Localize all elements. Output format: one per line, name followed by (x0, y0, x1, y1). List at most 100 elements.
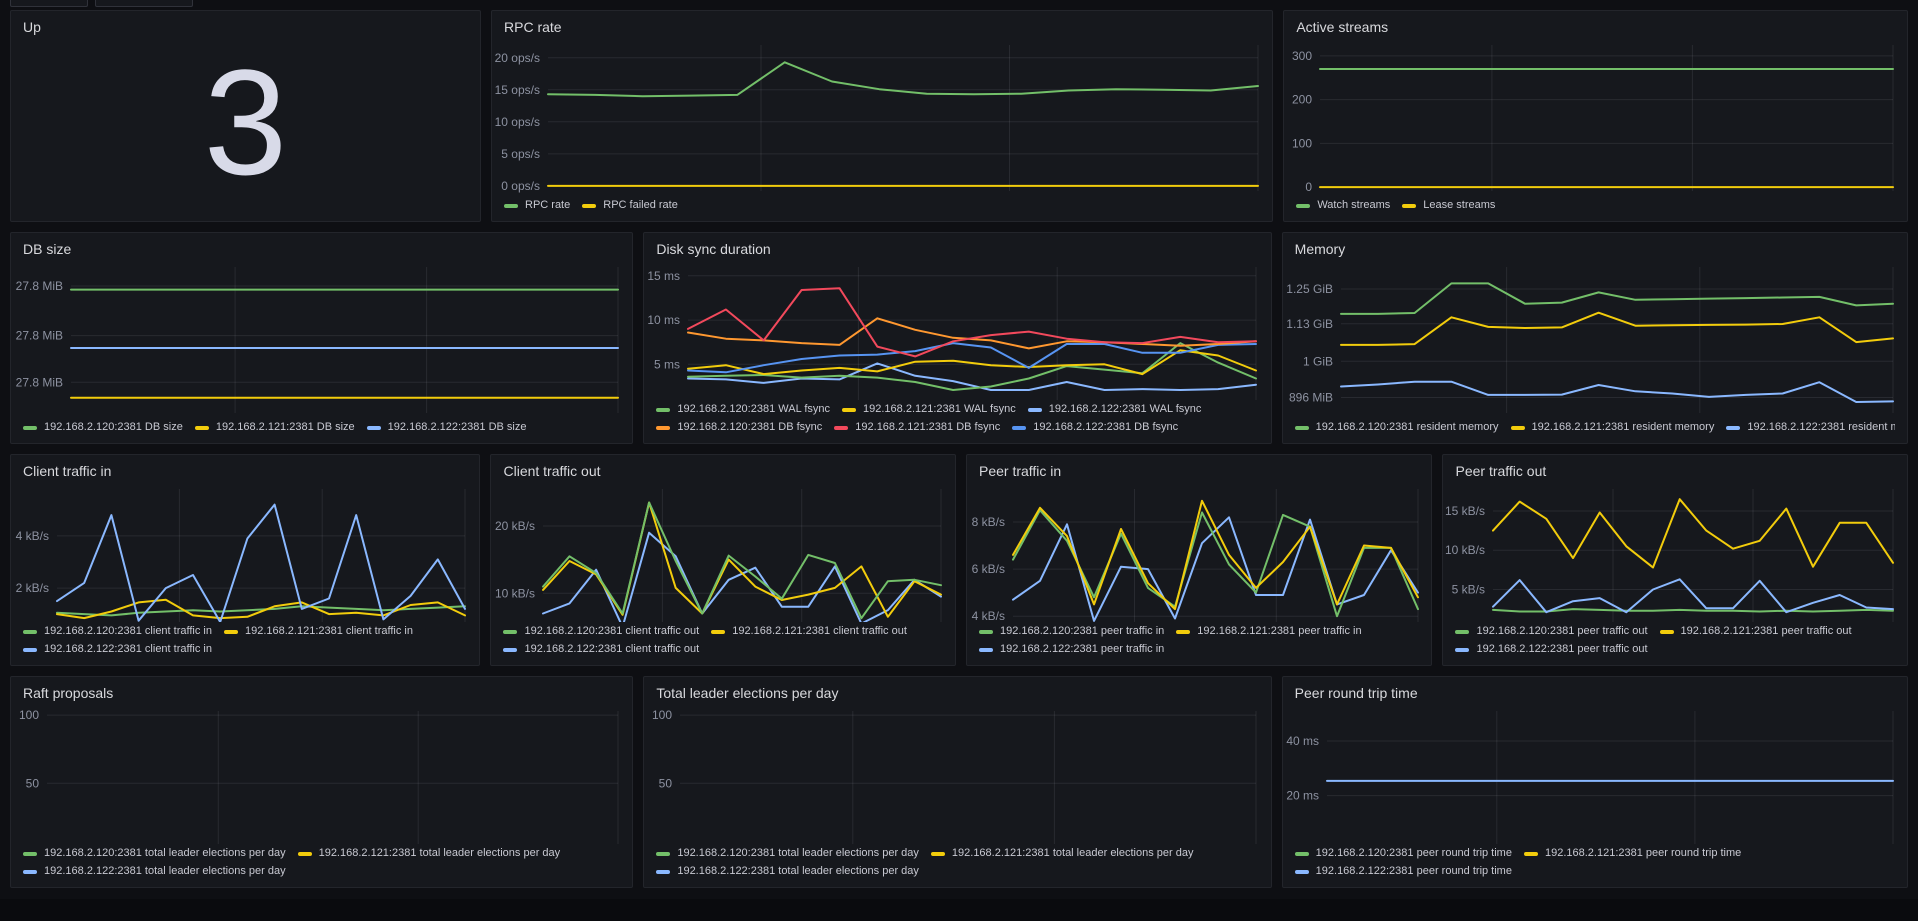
legend-row: 192.168.2.120:2381 total leader election… (23, 846, 620, 861)
legend-item[interactable]: 192.168.2.122:2381 total leader election… (656, 864, 919, 879)
legend-item[interactable]: 192.168.2.121:2381 peer round trip time (1523, 846, 1741, 861)
panel-title[interactable]: RPC rate (504, 19, 562, 35)
svg-text:1 GiB: 1 GiB (1303, 354, 1333, 368)
legend-item[interactable]: 192.168.2.120:2381 peer round trip time (1294, 846, 1512, 861)
legend-series-label: 192.168.2.120:2381 peer traffic out (1476, 625, 1648, 637)
legend-series-swatch (842, 407, 857, 412)
legend-series-swatch (1726, 425, 1741, 430)
db-size-legend: 192.168.2.120:2381 DB size 192.168.2.121:… (11, 418, 632, 443)
legend-item[interactable]: 192.168.2.122:2381 DB fsync (1012, 420, 1178, 435)
legend-item[interactable]: 192.168.2.120:2381 client traffic in (23, 624, 212, 639)
db-size-chart[interactable]: 27.8 MiB 27.8 MiB 27.8 MiB 06:30 06:35 06:40 (11, 259, 632, 418)
legend-item[interactable]: 192.168.2.122:2381 client traffic out (503, 642, 699, 657)
panel-title[interactable]: Total leader elections per day (656, 685, 839, 701)
legend-item[interactable]: 192.168.2.121:2381 client traffic out (711, 624, 907, 639)
legend-item[interactable]: 192.168.2.122:2381 peer traffic in (978, 642, 1164, 657)
legend-item[interactable]: 192.168.2.121:2381 client traffic in (223, 624, 413, 639)
legend-row: 192.168.2.120:2381 resident memory 192.16… (1294, 420, 1895, 435)
legend-item[interactable]: 192.168.2.120:2381 WAL fsync (656, 402, 830, 417)
legend-item[interactable]: 192.168.2.121:2381 peer traffic out (1659, 624, 1852, 639)
panel-title[interactable]: Up (23, 19, 41, 35)
panel-title[interactable]: Peer traffic out (1455, 463, 1547, 479)
legend-series-label: 192.168.2.122:2381 client traffic out (524, 643, 700, 655)
panel-title[interactable]: Active streams (1296, 19, 1389, 35)
legend-row: 192.168.2.120:2381 peer round trip time 1… (1294, 846, 1895, 861)
legend-item[interactable]: 192.168.2.120:2381 total leader election… (23, 846, 286, 861)
legend-item[interactable]: 192.168.2.122:2381 client traffic in (23, 642, 212, 657)
legend-series-swatch (1659, 629, 1674, 634)
active-streams-chart[interactable]: 0 100 200 300 06:30 06:35 06:40 (1284, 37, 1907, 196)
panel-title[interactable]: Client traffic out (503, 463, 601, 479)
disk-sync-legend: 192.168.2.120:2381 WAL fsync 192.168.2.12… (644, 400, 1270, 443)
legend-item[interactable]: 192.168.2.122:2381 peer traffic out (1455, 642, 1648, 657)
legend-row: 192.168.2.122:2381 client traffic in (23, 642, 467, 657)
legend-series-label: 192.168.2.121:2381 peer traffic in (1197, 625, 1362, 637)
legend-item[interactable]: 192.168.2.120:2381 peer traffic in (978, 624, 1164, 639)
variable-dropdown-2[interactable] (95, 0, 193, 7)
legend-item[interactable]: Lease streams (1402, 198, 1495, 213)
client-traffic-in-chart[interactable]: 2 kB/s4 kB/s06:3006:3506:40 (11, 481, 479, 622)
legend-series-swatch (1027, 407, 1042, 412)
peer-traffic-out-chart[interactable]: 0 B/s5 kB/s10 kB/s15 kB/s06:3006:3506:40 (1443, 481, 1907, 622)
legend-item[interactable]: 192.168.2.121:2381 DB fsync (834, 420, 1000, 435)
total-leader-elections-chart[interactable]: 05010006:3006:3506:40 (644, 703, 1270, 844)
variable-dropdown-1[interactable] (10, 0, 88, 7)
svg-text:06:30: 06:30 (1491, 417, 1521, 418)
legend-item[interactable]: 192.168.2.121:2381 WAL fsync (842, 402, 1016, 417)
svg-text:200: 200 (1292, 93, 1312, 107)
svg-text:100: 100 (652, 708, 672, 722)
panel-up: Up 3 (10, 10, 481, 222)
legend-item[interactable]: 192.168.2.122:2381 DB size (366, 420, 526, 435)
svg-text:20 kB/s: 20 kB/s (495, 519, 535, 533)
legend-series-swatch (656, 425, 671, 430)
legend-item[interactable]: 192.168.2.120:2381 DB size (23, 420, 183, 435)
client-traffic-out-chart[interactable]: 10 kB/s20 kB/s06:3006:3506:40 (491, 481, 955, 622)
svg-text:4 kB/s: 4 kB/s (972, 609, 1005, 622)
legend-item[interactable]: 192.168.2.121:2381 resident memory (1510, 420, 1714, 435)
legend-item[interactable]: 192.168.2.120:2381 peer traffic out (1455, 624, 1648, 639)
raft-proposals-chart[interactable]: 05010006:3006:3506:40 (11, 703, 632, 844)
svg-text:06:40: 06:40 (1243, 195, 1272, 196)
legend-item[interactable]: 192.168.2.121:2381 DB size (194, 420, 355, 435)
legend-row: 192.168.2.122:2381 client traffic out (503, 642, 943, 657)
legend-item[interactable]: 192.168.2.122:2381 resident memory (1726, 420, 1895, 435)
legend-series-swatch (656, 869, 671, 874)
svg-text:1.13 GiB: 1.13 GiB (1286, 317, 1333, 331)
legend-series-label: 192.168.2.120:2381 client traffic in (44, 625, 212, 637)
legend-item[interactable]: 192.168.2.121:2381 total leader election… (930, 846, 1193, 861)
legend-series-label: 192.168.2.122:2381 client traffic in (44, 643, 212, 655)
panel-title[interactable]: Memory (1294, 241, 1346, 257)
legend-series-label: Watch streams (1317, 199, 1391, 211)
legend-item[interactable]: 192.168.2.120:2381 resident memory (1294, 420, 1499, 435)
legend-item[interactable]: 192.168.2.120:2381 client traffic out (503, 624, 699, 639)
panel-title[interactable]: DB size (23, 241, 72, 257)
legend-item[interactable]: RPC failed rate (582, 198, 678, 213)
panel-title[interactable]: Client traffic in (23, 463, 112, 479)
svg-text:15 ops/s: 15 ops/s (495, 83, 540, 97)
panel-title[interactable]: Disk sync duration (656, 241, 771, 257)
legend-item[interactable]: 192.168.2.122:2381 peer round trip time (1294, 864, 1512, 879)
legend-item[interactable]: 192.168.2.120:2381 total leader election… (656, 846, 919, 861)
memory-chart[interactable]: 896 MiB 1 GiB 1.13 GiB 1.25 GiB 06:30 06:35 06… (1283, 259, 1907, 418)
legend-item[interactable]: 192.168.2.121:2381 total leader election… (297, 846, 560, 861)
legend-item[interactable]: RPC rate (504, 198, 570, 213)
svg-text:15 ms: 15 ms (648, 269, 681, 283)
svg-text:6 kB/s: 6 kB/s (972, 562, 1005, 576)
panel-title[interactable]: Peer traffic in (978, 463, 1062, 479)
legend-row: 192.168.2.120:2381 peer traffic out 192.1… (1455, 624, 1895, 639)
panel-title[interactable]: Peer round trip time (1294, 685, 1418, 701)
peer-traffic-in-chart[interactable]: 4 kB/s6 kB/s8 kB/s06:3006:3506:40 (967, 481, 1432, 622)
legend-item[interactable]: 192.168.2.120:2381 DB fsync (656, 420, 822, 435)
panel-total-leader-elections: Total leader elections per day 05010006:… (643, 676, 1272, 888)
legend-row: 192.168.2.122:2381 peer traffic out (1455, 642, 1895, 657)
legend-item[interactable]: 192.168.2.122:2381 total leader election… (23, 864, 286, 879)
panel-title[interactable]: Raft proposals (23, 685, 114, 701)
panel-memory: Memory 896 MiB 1 GiB 1.13 GiB 1.25 GiB 06:30… (1281, 232, 1908, 444)
legend-item[interactable]: Watch streams (1296, 198, 1390, 213)
legend-item[interactable]: 192.168.2.121:2381 peer traffic in (1176, 624, 1362, 639)
legend-item[interactable]: 192.168.2.122:2381 WAL fsync (1027, 402, 1201, 417)
rpc-rate-chart[interactable]: 0 ops/s 5 ops/s 10 ops/s 15 ops/s 20 ops/s 06… (492, 37, 1272, 196)
